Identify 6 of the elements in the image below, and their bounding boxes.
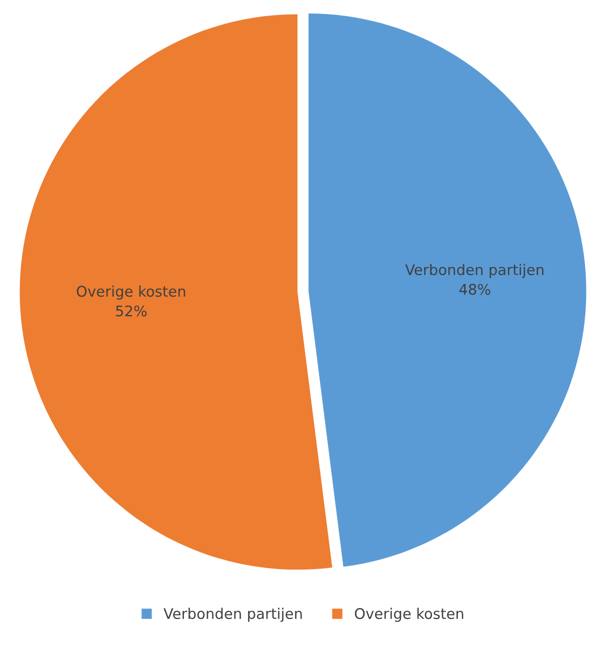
legend-label: Overige kosten [354, 608, 464, 622]
slice-label: Overige kosten [76, 286, 186, 300]
data-label: 48% [459, 284, 490, 295]
data-label: 52% [116, 305, 147, 316]
legend-label: Verbonden partijen [164, 608, 302, 622]
slice-label: Verbonden partijen [405, 264, 544, 278]
